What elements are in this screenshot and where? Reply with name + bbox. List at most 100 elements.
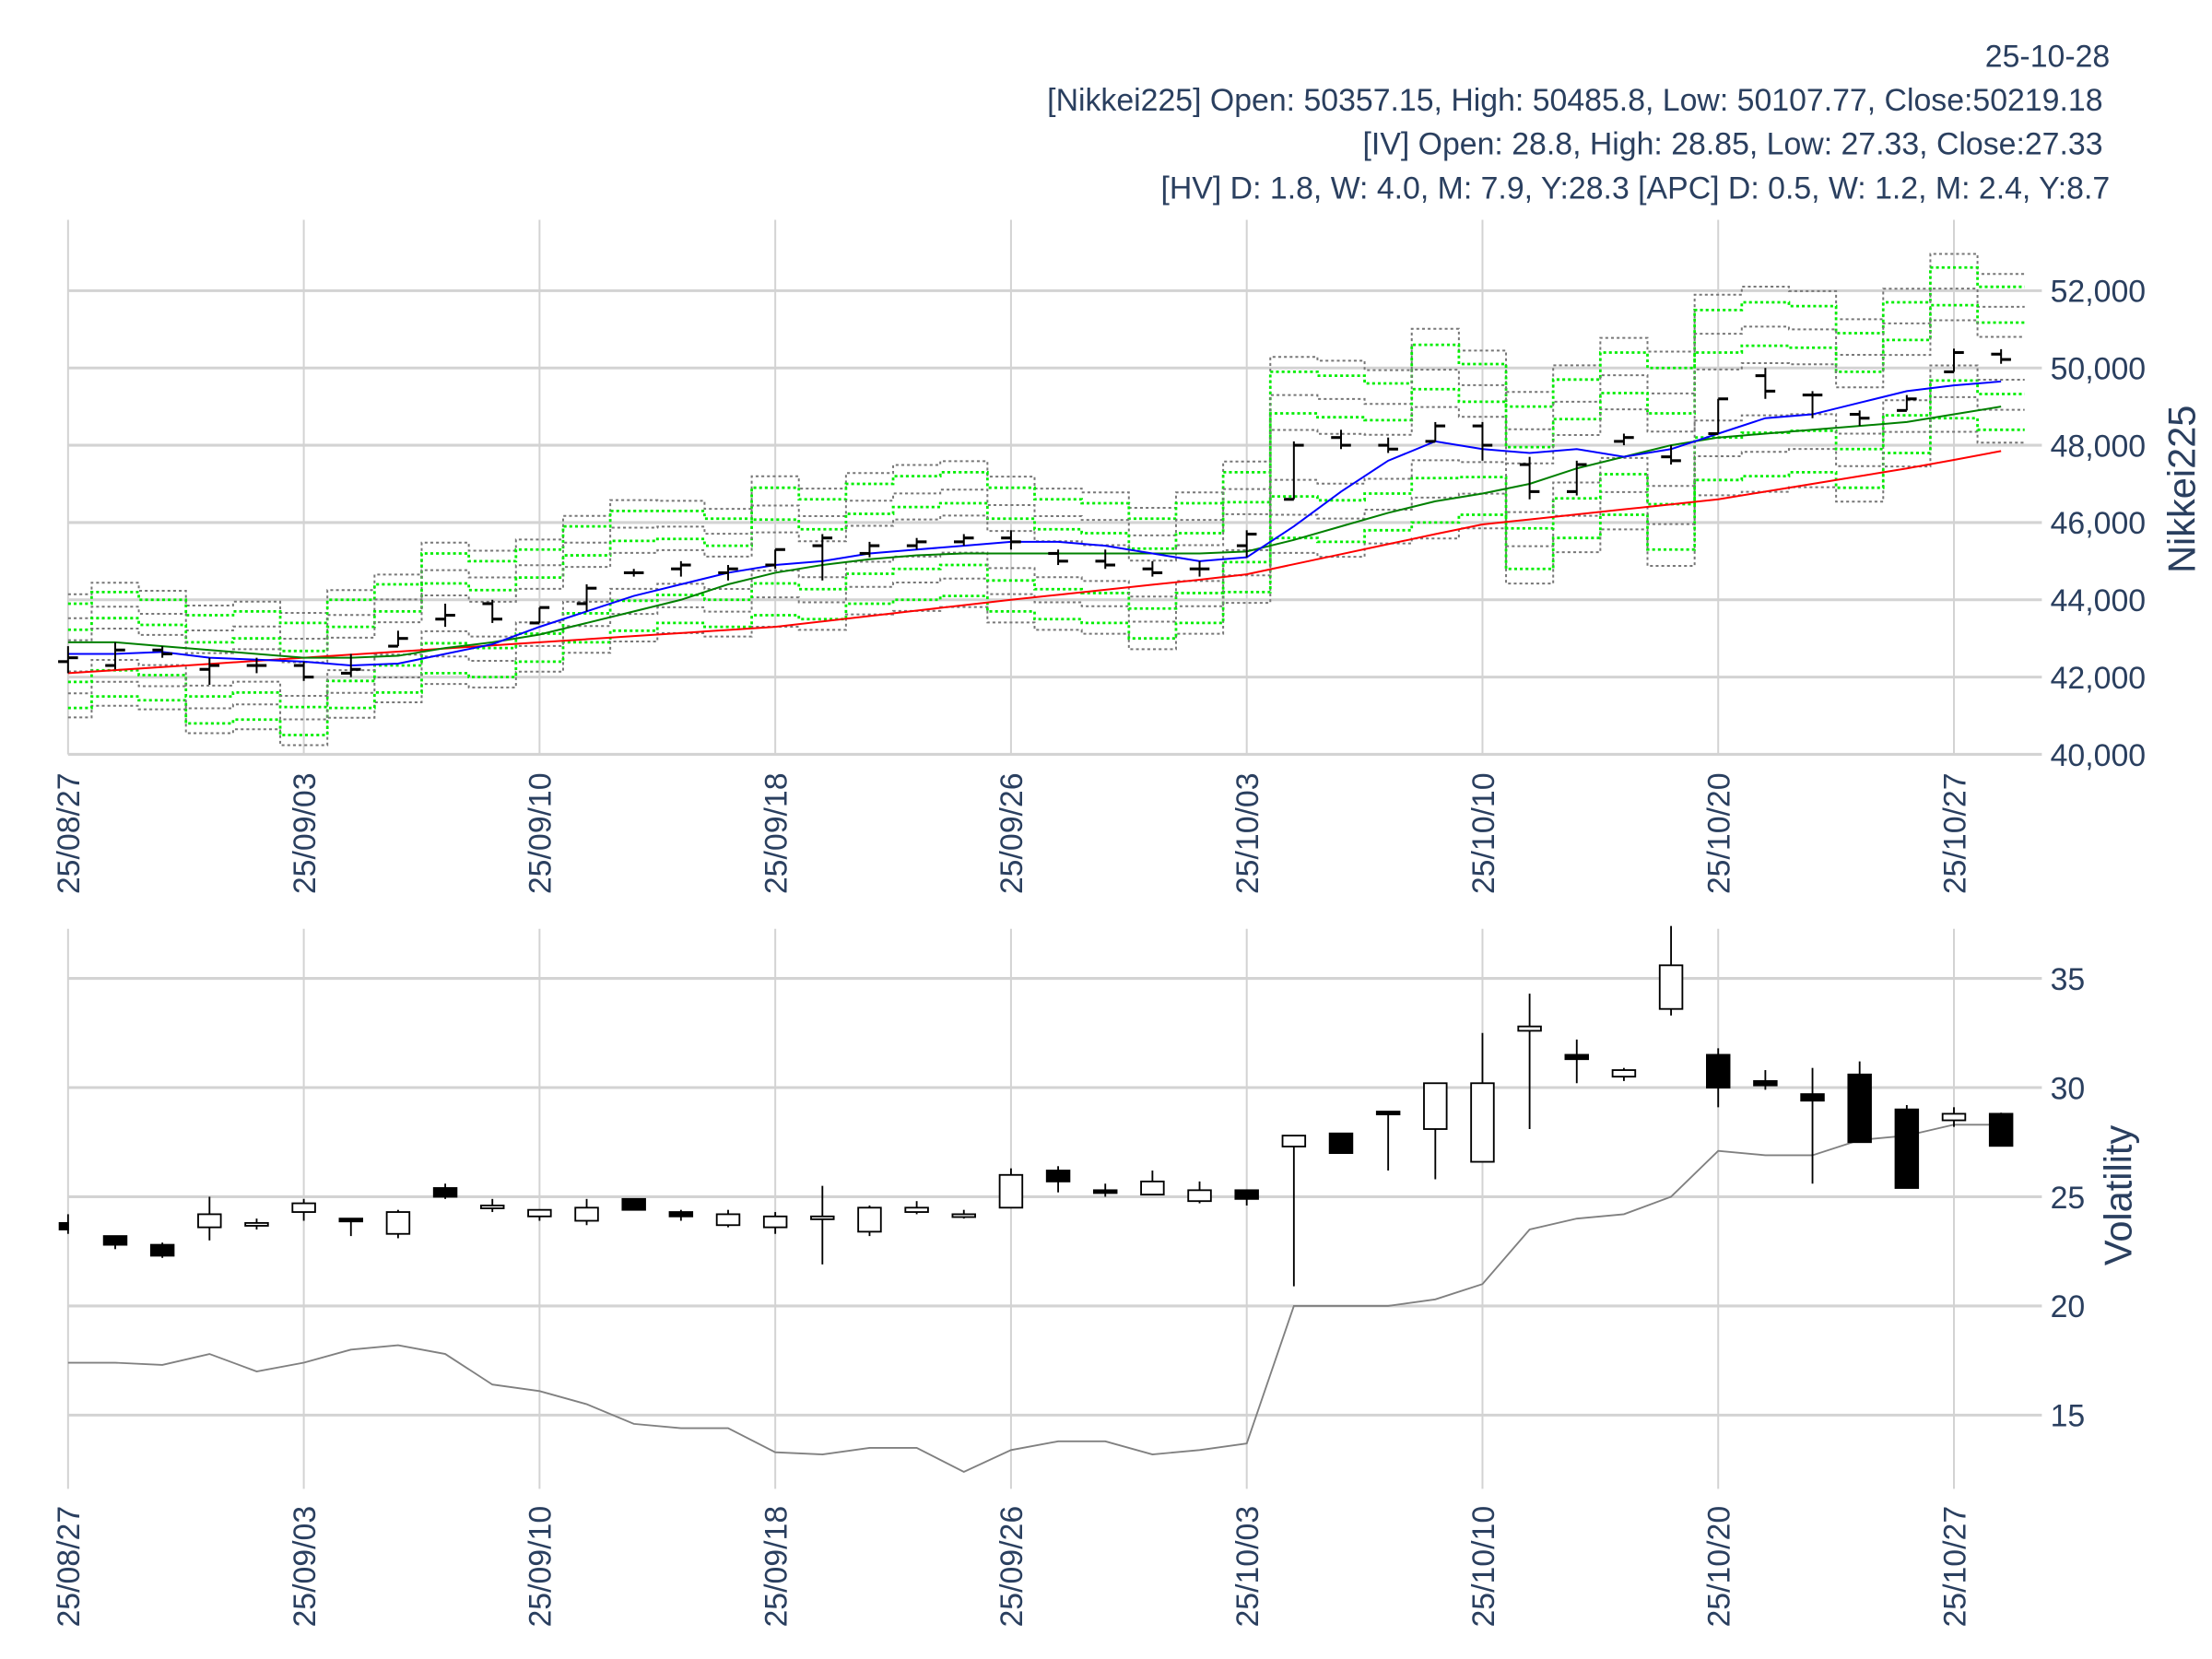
ohlc-bar: [1519, 456, 1540, 500]
volatility-axis-title: Volatility: [2096, 1125, 2139, 1266]
ohlc-bar: [718, 565, 738, 581]
candle-body: [1423, 1082, 1448, 1130]
ohlc-bar: [1472, 421, 1493, 461]
y-tick-label: 50,000: [2051, 352, 2146, 387]
candle-body: [1611, 1069, 1637, 1078]
candle-body: [1281, 1135, 1307, 1147]
ohlc-bar: [1897, 394, 1917, 412]
y-tick-label: 20: [2051, 1289, 2086, 1324]
ohlc-bar: [1425, 421, 1446, 443]
candle-body: [58, 1221, 69, 1230]
candle-body: [1894, 1108, 1920, 1189]
volatility-panel: 25/08/27 25/09/03 25/09/10 25/09/18 25/09/26…: [52, 925, 2086, 1628]
ohlc-bar: [435, 603, 455, 628]
header: 25-10-28 [Nikkei225] Open: 50357.15, Hig…: [1047, 39, 2110, 206]
iv-candle: [762, 1212, 788, 1234]
y-tick-label: 46,000: [2051, 506, 2146, 541]
ohlc-bar: [1189, 560, 1210, 577]
bollinger-band-lower-line: [67, 430, 2025, 747]
x-tick-label: 25/10/10: [1466, 772, 1501, 894]
moving-average-mid-line: [67, 406, 2002, 659]
ohlc-bar: [1048, 549, 1068, 566]
bollinger-band-lower-line: [67, 379, 2025, 709]
ohlc-bar: [671, 560, 691, 577]
ohlc-bar: [906, 537, 927, 550]
y-tick-label: 44,000: [2051, 583, 2146, 618]
iv-candle: [149, 1242, 175, 1258]
bollinger-band-upper-line: [67, 303, 2025, 653]
x-tick-label: 25/09/26: [994, 772, 1030, 894]
x-tick-label: 25/10/27: [1937, 1506, 1972, 1628]
iv-candle: [1517, 994, 1542, 1130]
iv-candle: [102, 1235, 128, 1250]
ohlc-bar: [58, 646, 78, 674]
moving-average-long-line: [67, 450, 2002, 675]
x-tick-label: 25/10/10: [1466, 1506, 1501, 1628]
candle-body: [197, 1213, 222, 1229]
ohlc-bar: [388, 630, 408, 648]
candle-body: [1800, 1093, 1825, 1102]
candle-body: [1093, 1189, 1118, 1194]
candle-body: [574, 1206, 599, 1222]
ohlc-bar: [954, 534, 974, 547]
iv-candle: [1800, 1067, 1825, 1184]
iv-candle: [574, 1198, 599, 1226]
ohlc-bar: [859, 541, 880, 558]
header-nikkei-ohlc: [Nikkei225] Open: 50357.15, High: 50485.…: [1047, 83, 2102, 118]
x-tick-label: 25/09/18: [759, 1506, 794, 1628]
iv-candle: [715, 1209, 741, 1228]
iv-candle: [951, 1209, 976, 1219]
bollinger-band-upper-line: [67, 319, 2025, 664]
iv-candle: [1423, 1082, 1448, 1180]
header-hv-apc: [HV] D: 1.8, W: 4.0, M: 7.9, Y:28.3 [APC…: [1160, 171, 2110, 206]
ohlc-bar: [152, 646, 172, 658]
iv-candle: [385, 1209, 411, 1239]
x-tick-label: 25/10/03: [1230, 1506, 1265, 1628]
candle-body: [149, 1243, 175, 1257]
bollinger-band-lower-line: [67, 364, 2025, 697]
y-tick-label: 35: [2051, 962, 2086, 997]
ohlc-bar: [482, 599, 502, 623]
candle-body: [1847, 1073, 1872, 1144]
iv-candle: [904, 1201, 929, 1215]
candle-body: [904, 1206, 929, 1213]
iv-candle: [480, 1198, 505, 1213]
iv-candle: [810, 1185, 835, 1265]
iv-candle: [1564, 1039, 1590, 1084]
bollinger-band-lower-line: [67, 417, 2025, 736]
y-tick-label: 15: [2051, 1399, 2086, 1434]
candle-body: [385, 1211, 411, 1235]
ohlc-bar: [1142, 560, 1163, 577]
ohlc-bar: [623, 569, 644, 577]
ohlc-bar: [341, 653, 361, 677]
candle-body: [338, 1218, 363, 1223]
x-tick-label: 25/09/10: [524, 772, 559, 894]
candle-body: [762, 1215, 788, 1229]
candle-body: [1658, 964, 1684, 1010]
x-tick-label: 25/09/26: [994, 1506, 1030, 1628]
ohlc-bar: [1802, 391, 1823, 418]
ohlc-bar: [1331, 429, 1351, 450]
x-tick-label: 25/10/20: [1702, 772, 1737, 894]
ohlc-bar: [1755, 368, 1776, 399]
candle-body: [432, 1187, 458, 1198]
x-tick-label: 25/10/20: [1702, 1506, 1737, 1628]
candle-body: [1140, 1180, 1165, 1196]
x-tick-label: 25/10/27: [1937, 772, 1972, 894]
ohlc-bar: [529, 606, 550, 625]
iv-candle: [1894, 1104, 1920, 1189]
bollinger-band-upper-line: [67, 253, 2025, 614]
iv-candle: [857, 1205, 882, 1237]
iv-candle: [1658, 925, 1684, 1016]
iv-candle: [338, 1218, 363, 1237]
iv-candle: [1375, 1111, 1401, 1171]
candle-body: [1517, 1025, 1542, 1032]
iv-candle: [1045, 1166, 1071, 1193]
candle-body: [480, 1205, 505, 1209]
ohlc-bar: [1378, 437, 1398, 453]
x-tick-label: 25/09/10: [524, 1506, 559, 1628]
ohlc-bar: [1661, 445, 1681, 465]
ohlc-bar: [199, 657, 220, 686]
iv-candle: [998, 1168, 1024, 1209]
ohlc-bar: [246, 657, 267, 674]
